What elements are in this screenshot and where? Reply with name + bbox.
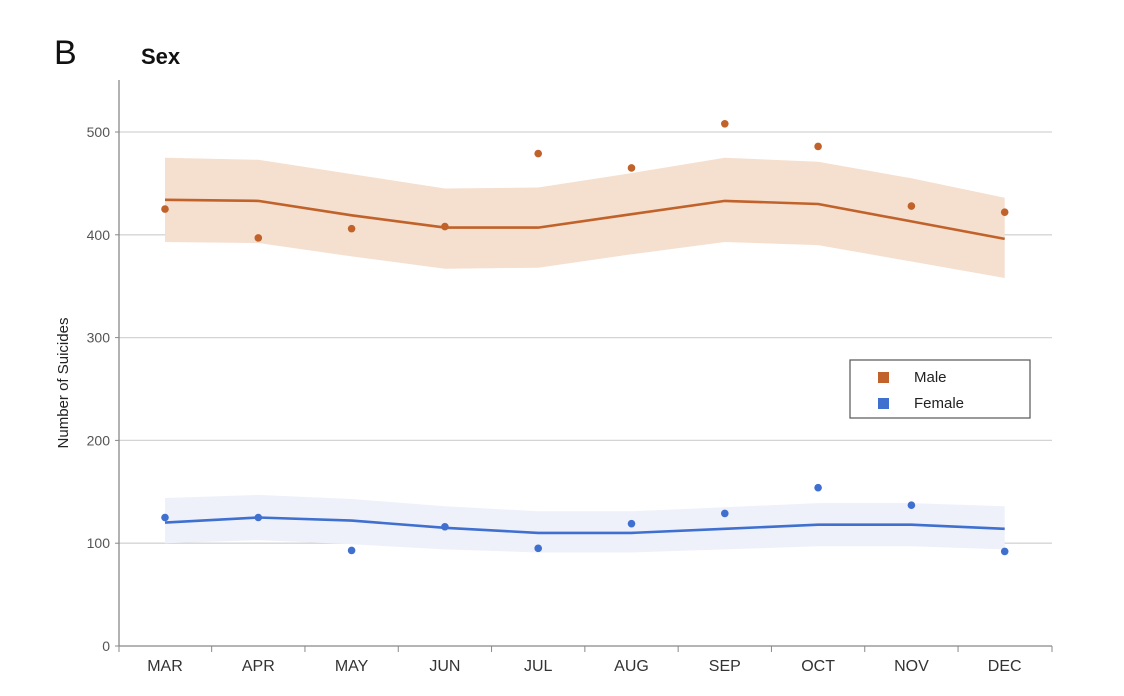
point-male-dec: [1000, 208, 1009, 216]
chart-title: Sex: [141, 44, 181, 69]
legend-label-female: Female: [914, 395, 964, 412]
y-tick-label-500: 500: [87, 124, 111, 140]
confidence-band-female: [165, 494, 1005, 553]
y-tick-label-400: 400: [87, 227, 111, 243]
point-male-aug: [627, 164, 636, 172]
point-male-apr: [254, 234, 263, 242]
legend-swatch-male: [878, 372, 889, 383]
point-female-apr: [254, 513, 263, 522]
tick-labels: 0 100 200 300 400 500 MAR APR MAY JUN JUL AUG SEP OCT…: [87, 124, 1022, 675]
point-male-may: [347, 224, 356, 233]
panel-label: B: [54, 34, 77, 72]
fitted-lines: [164, 198, 1005, 535]
confidence-band-male: [165, 157, 1005, 278]
legend: Male Female: [849, 359, 1031, 419]
x-tick-label-may: MAY: [335, 658, 369, 675]
axes: [115, 80, 1053, 652]
point-female-oct: [814, 483, 822, 492]
x-tick-label-jun: JUN: [429, 658, 460, 675]
y-axis-label: Number of Suicides: [55, 318, 72, 449]
observed-points: [161, 119, 1009, 556]
point-female-dec: [1000, 547, 1009, 556]
x-tick-label-dec: DEC: [988, 658, 1022, 675]
y-tick-label-300: 300: [87, 330, 111, 346]
point-male-jul: [534, 149, 542, 158]
point-male-oct: [814, 142, 822, 151]
point-female-jun: [441, 522, 449, 531]
point-female-mar: [161, 513, 169, 522]
point-female-aug: [627, 519, 636, 528]
x-tick-label-apr: APR: [242, 658, 275, 675]
point-female-may: [347, 546, 356, 555]
point-male-nov: [907, 202, 916, 210]
point-female-nov: [907, 501, 916, 509]
legend-label-male: Male: [914, 369, 947, 386]
point-male-sep: [721, 119, 729, 128]
fitted-line-male: [164, 198, 1005, 241]
x-tick-label-nov: NOV: [894, 658, 929, 675]
point-female-sep: [721, 509, 729, 518]
point-male-jun: [441, 222, 449, 231]
confidence-bands: [165, 157, 1005, 553]
fitted-line-female: [164, 516, 1005, 535]
x-tick-label-oct: OCT: [801, 658, 835, 675]
x-tick-label-aug: AUG: [614, 658, 649, 675]
y-tick-label-0: 0: [102, 638, 110, 654]
x-tick-label-jul: JUL: [524, 658, 553, 675]
point-female-jul: [534, 544, 542, 553]
y-tick-label-200: 200: [87, 432, 111, 448]
x-tick-label-sep: SEP: [709, 658, 741, 675]
y-tick-label-100: 100: [87, 535, 111, 551]
legend-swatch-female: [878, 398, 889, 409]
x-tick-label-mar: MAR: [147, 658, 183, 675]
point-male-mar: [161, 205, 169, 213]
